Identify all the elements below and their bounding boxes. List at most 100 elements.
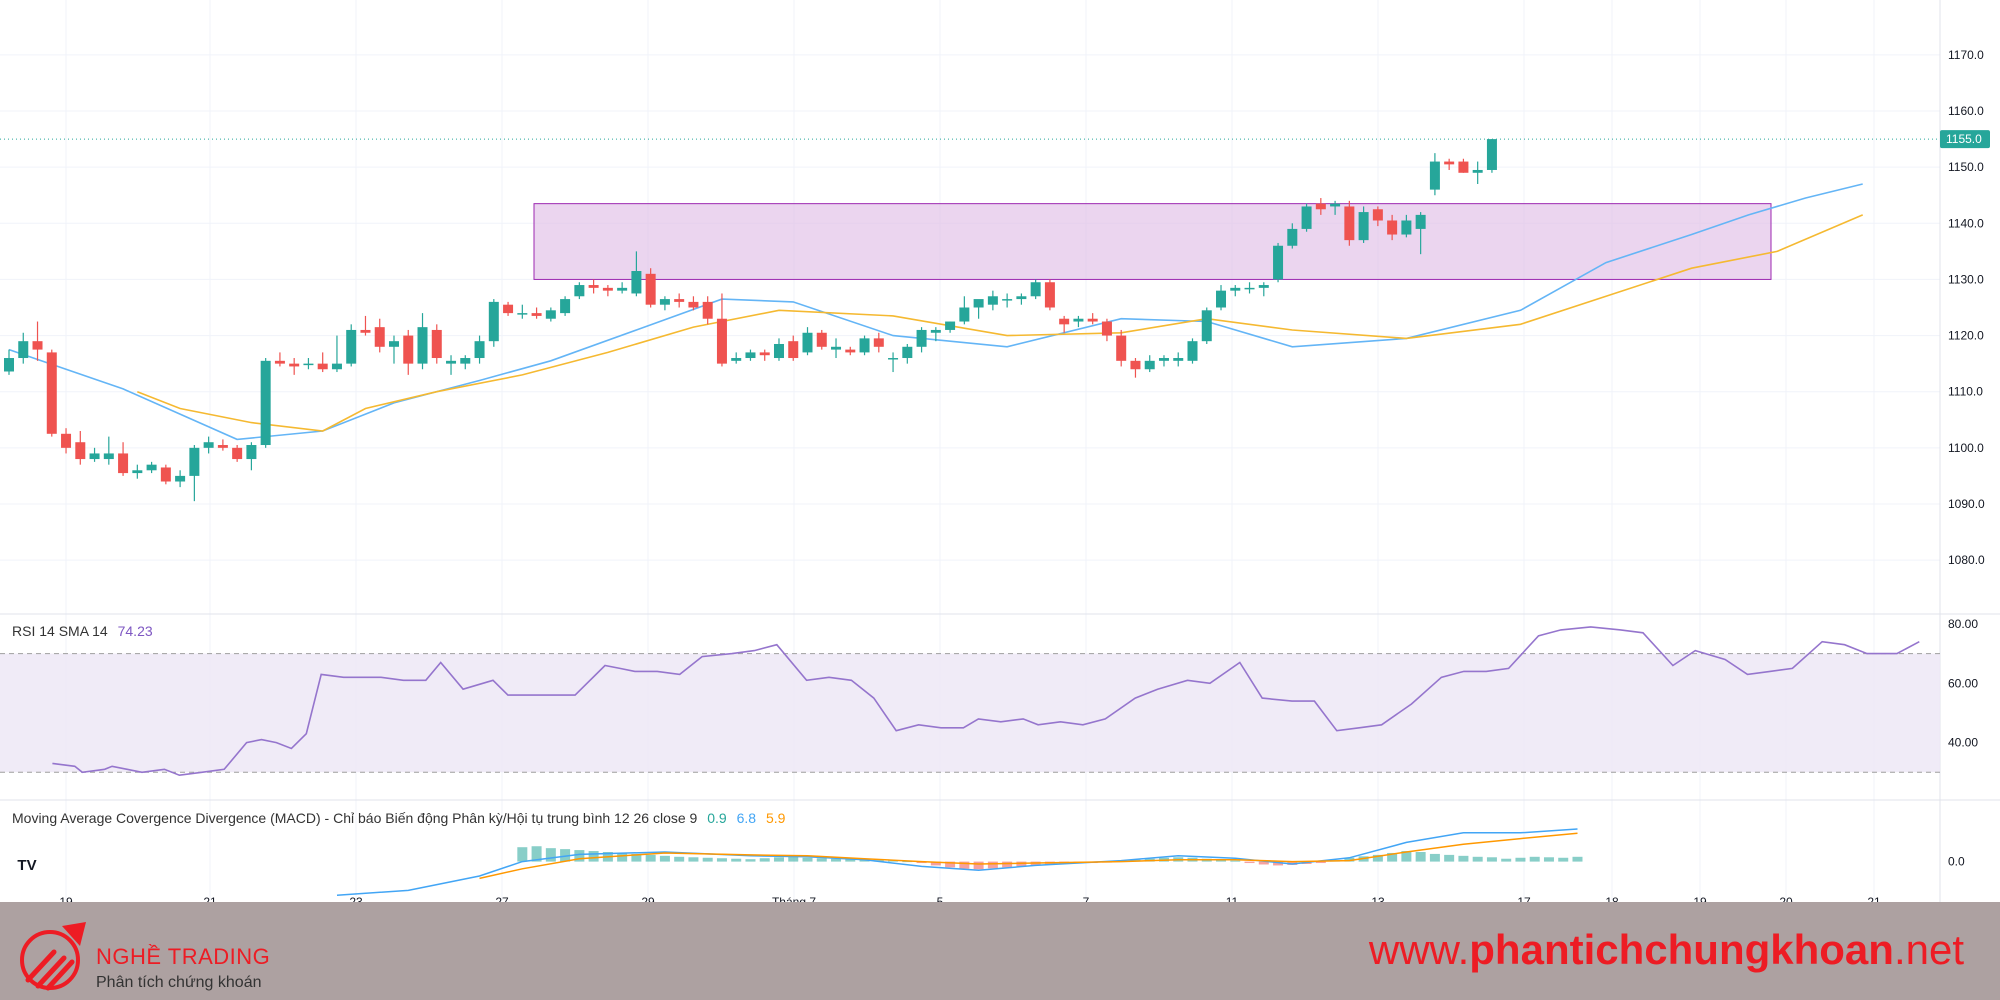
candle — [446, 355, 457, 375]
candle-body — [702, 301, 713, 319]
candle — [873, 332, 884, 353]
candle-body — [32, 341, 43, 350]
candle — [560, 296, 571, 316]
chart-canvas[interactable]: 1170.01160.01150.01140.01130.01120.01110… — [0, 0, 2000, 902]
candle-body — [517, 313, 528, 315]
candle-body — [987, 296, 998, 305]
candle — [18, 332, 29, 364]
candle-body — [560, 299, 571, 314]
price-tick-label: 1130.0 — [1948, 272, 1984, 286]
candle — [1130, 358, 1141, 378]
candle — [631, 251, 642, 297]
candle — [346, 324, 357, 367]
x-tick-label: 23 — [349, 895, 363, 902]
tradingview-logo-icon[interactable]: TV — [12, 853, 42, 877]
rsi-tick-label: 60.00 — [1948, 676, 1978, 690]
candle — [745, 349, 756, 361]
macd-histogram-bar — [987, 861, 998, 869]
candle — [1372, 206, 1383, 227]
candle-body — [617, 287, 628, 291]
candle — [1173, 352, 1184, 367]
price-tick-label: 1150.0 — [1948, 160, 1984, 174]
candle — [831, 338, 842, 359]
candle-body — [1044, 282, 1055, 308]
candle-body — [46, 352, 57, 434]
candle-body — [873, 338, 884, 347]
price-tick-label: 1100.0 — [1948, 441, 1984, 455]
macd-histogram-bar — [1572, 856, 1583, 862]
candle — [517, 304, 528, 319]
rsi-legend: RSI 14 SMA 14 74.23 — [12, 623, 153, 639]
candle-body — [1358, 212, 1369, 241]
x-tick-label: 18 — [1605, 895, 1619, 902]
macd-signal-value: 5.9 — [765, 810, 786, 826]
price-tick-label: 1090.0 — [1948, 497, 1985, 511]
candle — [759, 349, 770, 361]
macd-histogram-bar — [731, 858, 742, 862]
macd-histogram-bar — [1016, 861, 1027, 867]
candle-body — [61, 433, 72, 448]
candle-body — [1059, 318, 1070, 325]
candle — [103, 436, 114, 465]
macd-histogram-bar — [1401, 851, 1412, 862]
candle — [1429, 153, 1440, 196]
candles — [4, 139, 1497, 502]
candle — [189, 445, 200, 502]
candle — [1044, 279, 1055, 311]
candle — [303, 358, 314, 370]
candle — [1315, 198, 1326, 215]
candle — [317, 352, 328, 373]
candle — [1273, 242, 1284, 283]
candle-body — [360, 329, 371, 333]
candle — [531, 307, 542, 319]
candle-body — [945, 321, 956, 330]
macd-histogram-bar — [517, 847, 528, 862]
candle — [802, 327, 813, 356]
macd-histogram-bar — [1458, 855, 1469, 862]
macd-histogram-bar — [659, 855, 670, 862]
candle-body — [346, 329, 357, 364]
candle — [1187, 338, 1198, 364]
macd-histogram-bar — [1216, 859, 1227, 862]
candle-body — [474, 341, 485, 359]
candle — [175, 470, 186, 488]
candle-body — [446, 360, 457, 364]
macd-histogram-bar — [545, 848, 556, 862]
macd-histogram-bar — [788, 856, 799, 862]
candle — [1059, 315, 1070, 333]
footer-banner: NGHỀ TRADING Phân tích chứng khoán www.p… — [0, 902, 2000, 1000]
rsi-tick-label: 80.00 — [1948, 617, 1978, 631]
candle — [574, 282, 585, 300]
candle — [1073, 315, 1084, 328]
candle — [617, 282, 628, 294]
candle-body — [659, 299, 670, 305]
candle-body — [1173, 358, 1184, 361]
candle-body — [103, 453, 114, 460]
candle-body — [859, 338, 870, 353]
candle — [46, 349, 57, 437]
candle — [146, 461, 157, 474]
candle-body — [1144, 360, 1155, 370]
candle-body — [1030, 282, 1041, 297]
candle — [773, 338, 784, 361]
macd-line-value: 6.8 — [736, 810, 757, 826]
website-url[interactable]: www.phantichchungkhoan.net — [1369, 926, 1964, 974]
candle-body — [1244, 287, 1255, 290]
candle — [246, 442, 257, 471]
candle-body — [460, 358, 471, 364]
macd-histogram-bar — [945, 861, 956, 868]
candle-body — [959, 307, 970, 322]
website-prefix: www. — [1368, 926, 1470, 973]
candle — [260, 358, 271, 448]
candle-body — [845, 349, 856, 353]
macd-histogram-bar — [560, 849, 571, 862]
macd-legend-title: Moving Average Covergence Divergence (MA… — [12, 810, 698, 826]
candle — [1415, 212, 1426, 255]
candle-body — [831, 346, 842, 350]
candle-body — [289, 363, 300, 367]
macd-histogram-bar — [973, 861, 984, 870]
candle — [32, 321, 43, 361]
macd-histogram-bar — [773, 857, 784, 862]
candle-body — [303, 363, 314, 366]
candle-body — [317, 363, 328, 370]
